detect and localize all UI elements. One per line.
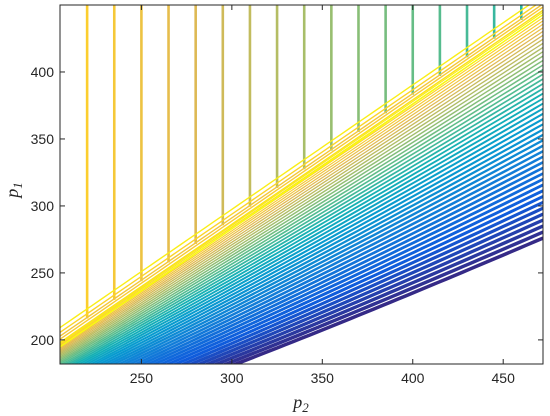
lower-contour-line	[60, 34, 543, 352]
y-axis-label: p1	[2, 182, 25, 200]
y-tick-label: 200	[31, 332, 55, 348]
lower-contour-line	[138, 166, 543, 364]
lower-contour-line	[179, 200, 543, 364]
lower-contour-line	[60, 51, 543, 358]
lower-contour-line	[164, 189, 543, 364]
lower-contour-line	[60, 68, 543, 364]
x-tick-label: 300	[220, 370, 244, 386]
lower-contour-line	[73, 92, 543, 364]
axis-ticks: 250 300 350 400 450 200 250 300 350 400	[31, 5, 543, 386]
lower-contour-line	[132, 161, 543, 364]
lower-contour-line	[60, 27, 543, 350]
y-tick-label: 300	[31, 198, 55, 214]
lower-contour-line	[60, 23, 543, 348]
boundary-contour-line	[60, 14, 543, 348]
lower-contour-line	[84, 107, 543, 364]
boundary-contour-line	[60, 5, 531, 329]
lower-contour-line	[60, 38, 543, 354]
boundary-contour-line	[60, 5, 538, 333]
lower-contour-line	[111, 139, 543, 364]
lower-contour-line	[101, 128, 543, 364]
lower-contour-line	[63, 78, 543, 364]
y-tick-label: 250	[31, 265, 55, 281]
lower-contour-line	[203, 218, 543, 364]
boundary-contour-line	[60, 6, 543, 340]
x-tick-label: 250	[130, 370, 154, 386]
lower-contour-line	[127, 155, 543, 364]
lower-contour-line	[212, 224, 543, 364]
lower-contour-line	[88, 112, 543, 364]
lower-contour-line	[151, 177, 543, 364]
lower-contour-line	[231, 236, 543, 364]
lower-contour-line	[171, 195, 543, 364]
lower-contour-line	[66, 83, 543, 364]
lower-contour-line	[97, 123, 543, 364]
lower-contour-line	[121, 150, 543, 364]
x-axis-label: p2	[291, 392, 309, 415]
x-tick-label: 350	[311, 370, 335, 386]
y-tick-label: 350	[31, 131, 55, 147]
lower-contour-line	[60, 11, 543, 344]
lower-contour-line	[60, 46, 543, 357]
boundary-contour-line	[60, 9, 543, 344]
lower-contour-line	[60, 64, 543, 363]
lower-contour-line	[187, 206, 543, 364]
lower-contour-line	[77, 97, 543, 364]
lower-contour-line	[144, 172, 543, 364]
lower-contour-line	[60, 30, 543, 351]
lower-contour-line	[60, 55, 543, 360]
lower-contour-line	[60, 42, 543, 355]
lower-contour-line	[92, 118, 543, 364]
lower-contour-line	[221, 230, 543, 364]
lower-contour-line	[106, 133, 543, 364]
lower-contour-line	[60, 73, 543, 364]
lower-contour-line	[69, 87, 543, 364]
lower-contour-line	[116, 144, 543, 364]
boundary-contour-line	[60, 5, 543, 337]
plot-frame	[59, 4, 544, 365]
y-tick-label: 400	[31, 64, 55, 80]
contour-lines	[60, 5, 543, 364]
lower-contour-line	[195, 212, 543, 364]
lower-contour-line	[80, 102, 543, 364]
lower-contour-line	[60, 20, 543, 347]
x-tick-label: 400	[401, 370, 425, 386]
x-tick-label: 450	[492, 370, 516, 386]
lower-contour-line	[60, 59, 543, 361]
lower-contour-line	[157, 183, 543, 364]
